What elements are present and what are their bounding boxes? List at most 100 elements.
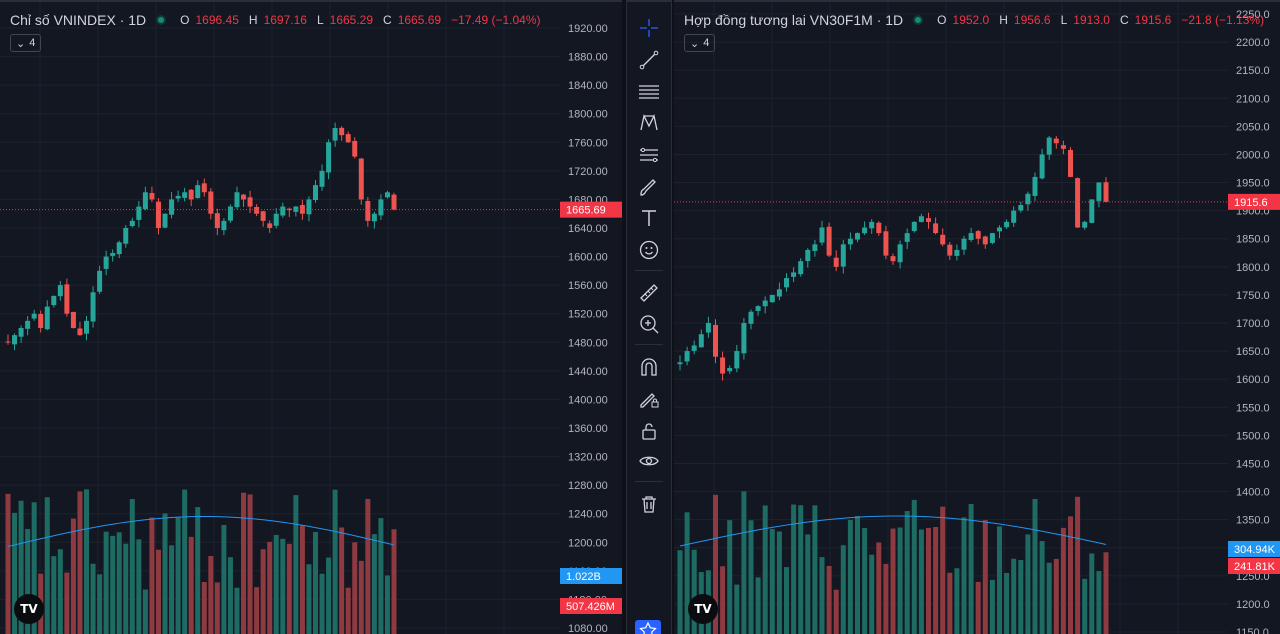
volume-bar bbox=[684, 512, 690, 634]
candle-body bbox=[734, 351, 740, 369]
tradingview-logo[interactable]: TV bbox=[688, 594, 718, 624]
volume-bar bbox=[5, 493, 11, 634]
volume-bar bbox=[319, 573, 325, 634]
candle-body bbox=[1025, 193, 1031, 205]
candle-body bbox=[926, 218, 931, 222]
price-axis-label: 1920.00 bbox=[568, 23, 608, 35]
volume-ma-label: 304.94K bbox=[1234, 544, 1276, 556]
price-axis-label: 1640.00 bbox=[568, 223, 608, 235]
volume-bar bbox=[103, 531, 109, 634]
volume-bar bbox=[691, 549, 697, 634]
candle-body bbox=[97, 270, 103, 292]
candle-body bbox=[227, 206, 233, 221]
price-axis-label: 1450.0 bbox=[1236, 458, 1270, 470]
volume-bar bbox=[741, 491, 747, 634]
candle-body bbox=[1060, 145, 1066, 149]
candle-body bbox=[182, 192, 188, 198]
candle-body bbox=[116, 242, 122, 255]
candle-body bbox=[332, 128, 338, 141]
tradingview-logo[interactable]: TV bbox=[14, 594, 44, 624]
candle-body bbox=[384, 192, 390, 198]
crosshair-icon[interactable] bbox=[637, 16, 661, 40]
volume-bar bbox=[1046, 562, 1052, 634]
ruler-icon[interactable] bbox=[637, 281, 661, 305]
volume-bar bbox=[31, 502, 37, 634]
candle-body bbox=[684, 351, 690, 362]
volume-bar bbox=[918, 529, 924, 634]
volume-bar bbox=[234, 587, 240, 634]
magnet-icon[interactable] bbox=[637, 355, 661, 379]
volume-bar bbox=[90, 563, 96, 634]
candle-body bbox=[975, 231, 981, 239]
candle-body bbox=[713, 324, 718, 357]
candle-body bbox=[762, 300, 768, 307]
volume-bar bbox=[1082, 578, 1088, 634]
price-axis-label: 1520.00 bbox=[568, 309, 608, 321]
candle-body bbox=[741, 323, 747, 354]
candle-body bbox=[129, 220, 135, 227]
price-axis-label: 1350.0 bbox=[1236, 515, 1270, 527]
volume-bar bbox=[812, 505, 818, 634]
volume-bar bbox=[933, 527, 939, 634]
brush-icon[interactable] bbox=[637, 175, 661, 199]
candle-body bbox=[286, 208, 292, 211]
volume-bar bbox=[208, 556, 214, 634]
indicators-toggle-button[interactable]: ⌄ 4 bbox=[10, 34, 42, 52]
volume-bar bbox=[123, 543, 129, 634]
volume-badge bbox=[1228, 558, 1280, 574]
volume-bar bbox=[332, 489, 338, 634]
trend-line-icon[interactable] bbox=[637, 48, 661, 72]
volume-bar bbox=[110, 535, 116, 634]
volume-bar bbox=[391, 529, 397, 634]
candle-body bbox=[791, 272, 797, 277]
price-axis-label: 1240.00 bbox=[568, 509, 608, 521]
trash-icon[interactable] bbox=[637, 492, 661, 516]
symbol-title[interactable]: Hợp đồng tương lai VN30F1M · 1D bbox=[684, 12, 904, 28]
candle-body bbox=[982, 236, 988, 245]
candle-body bbox=[727, 367, 733, 372]
candle-body bbox=[1096, 182, 1102, 201]
candle-body bbox=[110, 253, 116, 256]
volume-bar bbox=[286, 543, 292, 634]
candle-body bbox=[819, 227, 825, 243]
volume-bar bbox=[25, 528, 31, 634]
indicators-toggle-button[interactable]: ⌄ 4 bbox=[684, 34, 716, 52]
emoji-icon[interactable] bbox=[637, 238, 661, 262]
volume-bar bbox=[1103, 552, 1109, 634]
volume-bar bbox=[136, 539, 142, 634]
volume-bar bbox=[1018, 559, 1024, 634]
chart-canvas[interactable]: 1920.00 1880.00 1840.00 1800.00 1760.00 1720.… bbox=[0, 2, 622, 634]
candle-body bbox=[1032, 176, 1038, 196]
symbol-title[interactable]: Chỉ số VNINDEX · 1D bbox=[10, 12, 147, 28]
volume-bar bbox=[227, 557, 233, 634]
zoom-in-icon[interactable] bbox=[637, 312, 661, 336]
lock-drawing-icon[interactable] bbox=[637, 387, 661, 411]
text-icon[interactable] bbox=[637, 206, 661, 230]
candle-body bbox=[149, 193, 155, 200]
volume-bar bbox=[188, 536, 194, 634]
volume-bar bbox=[727, 520, 733, 634]
last-price-badge bbox=[560, 201, 622, 218]
lock-icon[interactable] bbox=[637, 419, 661, 443]
volume-bar bbox=[769, 528, 775, 634]
candle-body bbox=[698, 334, 704, 348]
fib-retracement-icon[interactable] bbox=[637, 80, 661, 104]
volume-bar bbox=[911, 499, 917, 634]
forecast-icon[interactable] bbox=[637, 143, 661, 167]
chart-pane-vn30f1m[interactable]: 2250.0 2200.0 2150.0 2100.0 2050.0 2000.0 1950… bbox=[674, 0, 1280, 634]
favorites-star-icon[interactable] bbox=[635, 620, 661, 634]
chart-canvas[interactable]: 2250.0 2200.0 2150.0 2100.0 2050.0 2000.0 1950… bbox=[674, 2, 1280, 634]
volume-bar bbox=[44, 497, 50, 634]
candle-body bbox=[847, 238, 853, 245]
chart-pane-vnindex[interactable]: 1920.00 1880.00 1840.00 1800.00 1760.00 1720.… bbox=[0, 0, 622, 634]
candle-body bbox=[1039, 154, 1045, 179]
volume-bar bbox=[201, 581, 207, 634]
volume-bar bbox=[116, 532, 122, 634]
eye-icon[interactable] bbox=[637, 449, 661, 473]
volume-bar bbox=[70, 518, 76, 634]
candle-body bbox=[798, 261, 804, 275]
legend-open-key: O bbox=[937, 13, 947, 27]
pattern-icon[interactable] bbox=[637, 111, 661, 135]
legend-open-key: O bbox=[180, 13, 190, 27]
candle-body bbox=[705, 323, 711, 333]
